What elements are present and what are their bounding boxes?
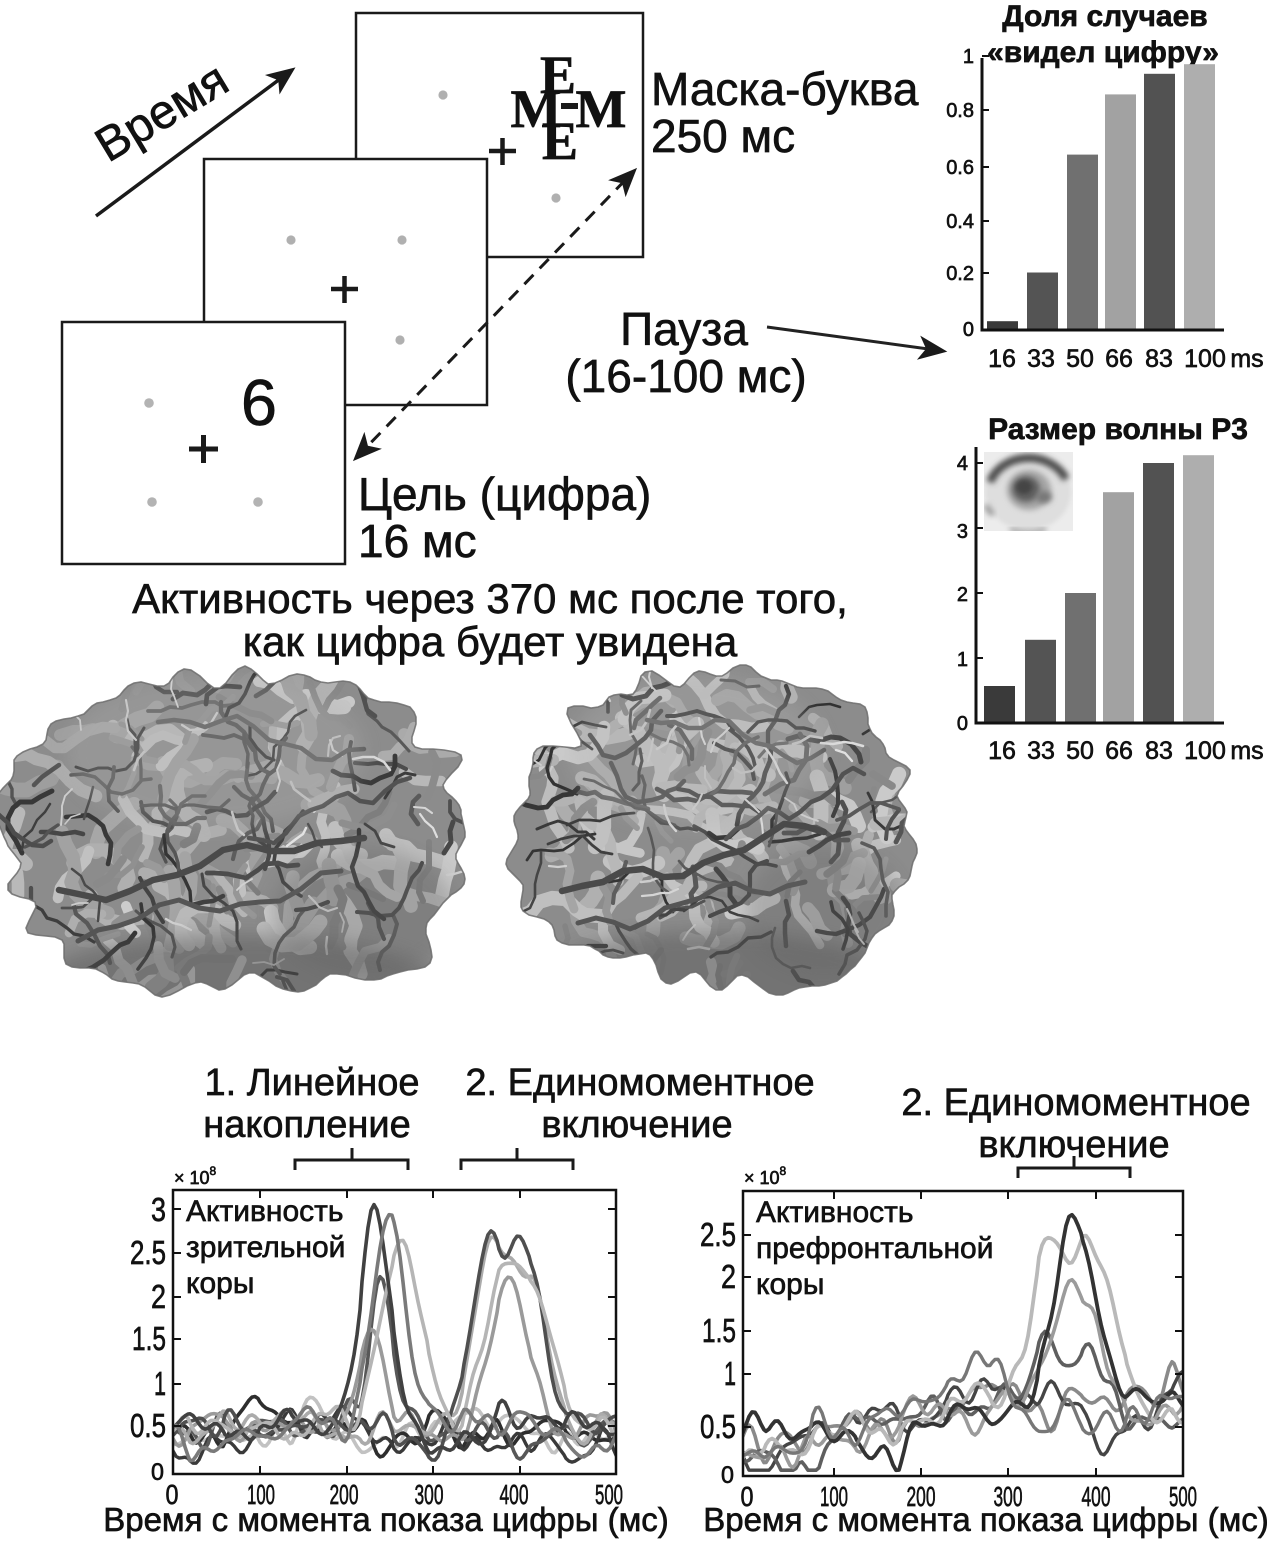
svg-text:E: E <box>542 111 578 171</box>
svg-text:500: 500 <box>1169 1481 1197 1512</box>
svg-text:0: 0 <box>721 1462 734 1489</box>
svg-text:4: 4 <box>957 453 968 475</box>
svg-text:Активность через 370 мс после: Активность через 370 мс после того, <box>132 575 848 622</box>
svg-text:100: 100 <box>1184 345 1226 373</box>
svg-text:50: 50 <box>1066 345 1094 373</box>
svg-text:× 108: × 108 <box>174 1164 217 1188</box>
svg-text:Размер волны P3: Размер волны P3 <box>988 413 1248 446</box>
svg-text:2: 2 <box>721 1258 736 1295</box>
svg-text:300: 300 <box>415 1479 444 1510</box>
svg-text:0: 0 <box>166 1479 179 1510</box>
svg-text:включение: включение <box>541 1104 732 1146</box>
svg-text:накопление: накопление <box>203 1104 411 1146</box>
svg-text:2. Единомоментное: 2. Единомоментное <box>465 1062 814 1104</box>
svg-text:3: 3 <box>151 1191 166 1228</box>
svg-text:Маска-буква: Маска-буква <box>651 63 919 115</box>
svg-text:ms: ms <box>1230 737 1263 765</box>
svg-text:1. Линейное: 1. Линейное <box>204 1062 419 1104</box>
svg-text:83: 83 <box>1145 737 1173 765</box>
svg-text:0: 0 <box>957 713 968 735</box>
svg-text:0: 0 <box>151 1459 164 1486</box>
svg-text:6: 6 <box>241 366 277 439</box>
svg-text:2: 2 <box>151 1278 166 1315</box>
svg-text:префронтальной: префронтальной <box>756 1232 993 1265</box>
svg-text:как цифра будет увидена: как цифра будет увидена <box>243 618 738 665</box>
svg-text:16: 16 <box>988 737 1016 765</box>
svg-text:2.5: 2.5 <box>700 1216 736 1253</box>
svg-text:ms: ms <box>1230 345 1263 373</box>
svg-text:100: 100 <box>1184 737 1226 765</box>
svg-text:200: 200 <box>330 1479 359 1510</box>
svg-text:0.6: 0.6 <box>946 157 974 179</box>
svg-text:Активность: Активность <box>756 1196 914 1229</box>
svg-text:коры: коры <box>756 1268 824 1301</box>
svg-text:500: 500 <box>595 1479 623 1510</box>
svg-text:0.8: 0.8 <box>946 100 974 122</box>
svg-text:200: 200 <box>907 1481 936 1512</box>
svg-text:Доля случаев: Доля случаев <box>1002 0 1207 33</box>
svg-text:33: 33 <box>1027 737 1055 765</box>
svg-text:Время с момента показа цифры (: Время с момента показа цифры (мс) <box>103 1501 669 1538</box>
svg-text:100: 100 <box>247 1479 275 1510</box>
svg-text:83: 83 <box>1145 345 1173 373</box>
svg-text:2. Единомоментное: 2. Единомоментное <box>901 1082 1250 1124</box>
svg-text:(16-100 мс): (16-100 мс) <box>565 350 806 402</box>
svg-text:33: 33 <box>1027 345 1055 373</box>
svg-text:400: 400 <box>500 1479 529 1510</box>
svg-text:66: 66 <box>1105 737 1133 765</box>
svg-text:M: M <box>576 79 627 139</box>
svg-text:1: 1 <box>963 46 974 68</box>
svg-text:Время с момента показа цифры (: Время с момента показа цифры (мс) <box>703 1501 1269 1538</box>
svg-text:0.4: 0.4 <box>946 211 974 233</box>
svg-text:66: 66 <box>1105 345 1133 373</box>
svg-text:зрительной: зрительной <box>186 1231 345 1264</box>
svg-text:3: 3 <box>957 521 968 543</box>
svg-text:2.5: 2.5 <box>130 1234 166 1271</box>
svg-text:1: 1 <box>154 1365 166 1402</box>
svg-text:1.5: 1.5 <box>702 1312 736 1349</box>
svg-text:коры: коры <box>186 1267 254 1300</box>
svg-text:0: 0 <box>741 1481 754 1512</box>
svg-text:400: 400 <box>1082 1481 1111 1512</box>
svg-text:16 мс: 16 мс <box>358 515 477 567</box>
svg-text:100: 100 <box>820 1481 848 1512</box>
svg-text:Активность: Активность <box>186 1195 344 1228</box>
svg-text:0: 0 <box>963 319 974 341</box>
svg-text:1: 1 <box>724 1355 736 1392</box>
svg-text:50: 50 <box>1066 737 1094 765</box>
svg-text:«видел цифру»: «видел цифру» <box>987 36 1219 69</box>
svg-text:0.5: 0.5 <box>130 1407 166 1444</box>
svg-text:300: 300 <box>994 1481 1023 1512</box>
svg-text:16: 16 <box>988 345 1016 373</box>
svg-text:× 108: × 108 <box>744 1164 787 1188</box>
svg-text:1: 1 <box>957 649 968 671</box>
svg-text:2: 2 <box>957 584 968 606</box>
svg-text:Время: Время <box>86 53 237 173</box>
svg-text:Цель (цифра): Цель (цифра) <box>358 468 651 520</box>
svg-text:E: E <box>540 45 576 105</box>
svg-text:0.5: 0.5 <box>700 1408 736 1445</box>
svg-text:Пауза: Пауза <box>620 303 748 355</box>
svg-text:1.5: 1.5 <box>132 1320 166 1357</box>
svg-text:0.2: 0.2 <box>946 263 974 285</box>
svg-text:250 мс: 250 мс <box>651 110 795 162</box>
svg-text:M: M <box>511 79 562 139</box>
